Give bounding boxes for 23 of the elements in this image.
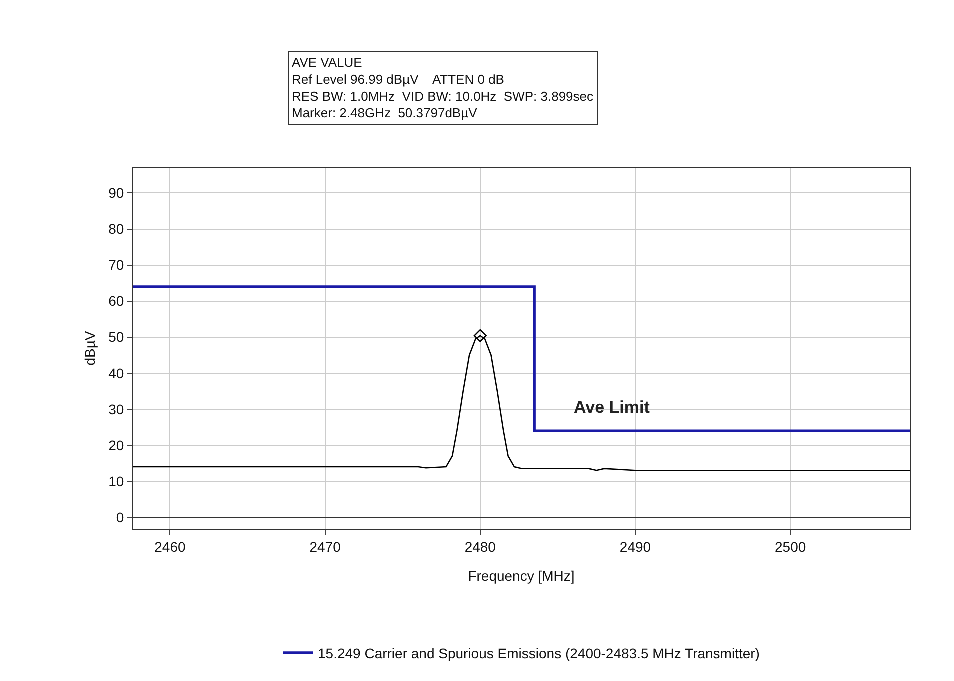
x-tick-label: 2500 [775, 538, 806, 555]
x-axis-title: Frequency [MHz] [468, 568, 575, 584]
text: AVE VALUE [292, 55, 363, 70]
x-tick-label: 2470 [310, 538, 342, 555]
y-tick-label: 0 [116, 509, 124, 526]
x-tick-label: 2480 [464, 538, 496, 555]
y-axis-title: dBµV [82, 330, 98, 366]
text: RES BW: 1.0MHz VID BW: 10.0Hz SWP: 3.899sec [292, 88, 594, 104]
y-tick-label: 10 [108, 473, 124, 490]
annotation: Ave Limit [574, 398, 650, 417]
text: Marker: 2.48GHz 50.3797dBµV [292, 106, 478, 121]
y-tick-label: 70 [108, 257, 124, 274]
y-tick-label: 50 [108, 329, 124, 346]
y-tick-label: 20 [108, 437, 124, 454]
y-tick-label: 30 [108, 401, 124, 418]
y-tick-label: 40 [108, 365, 124, 382]
legend-label: 15.249 Carrier and Spurious Emissions (2400-2483.5 MHz Transmitter) [318, 645, 760, 662]
y-tick-label: 90 [108, 185, 124, 202]
y-tick-label: 80 [108, 221, 124, 238]
x-tick-label: 2490 [620, 538, 652, 555]
text: Ref Level 96.99 dBµV ATTEN 0 dB [292, 72, 504, 87]
x-tick-label: 2460 [154, 538, 186, 555]
y-tick-label: 60 [108, 293, 124, 310]
